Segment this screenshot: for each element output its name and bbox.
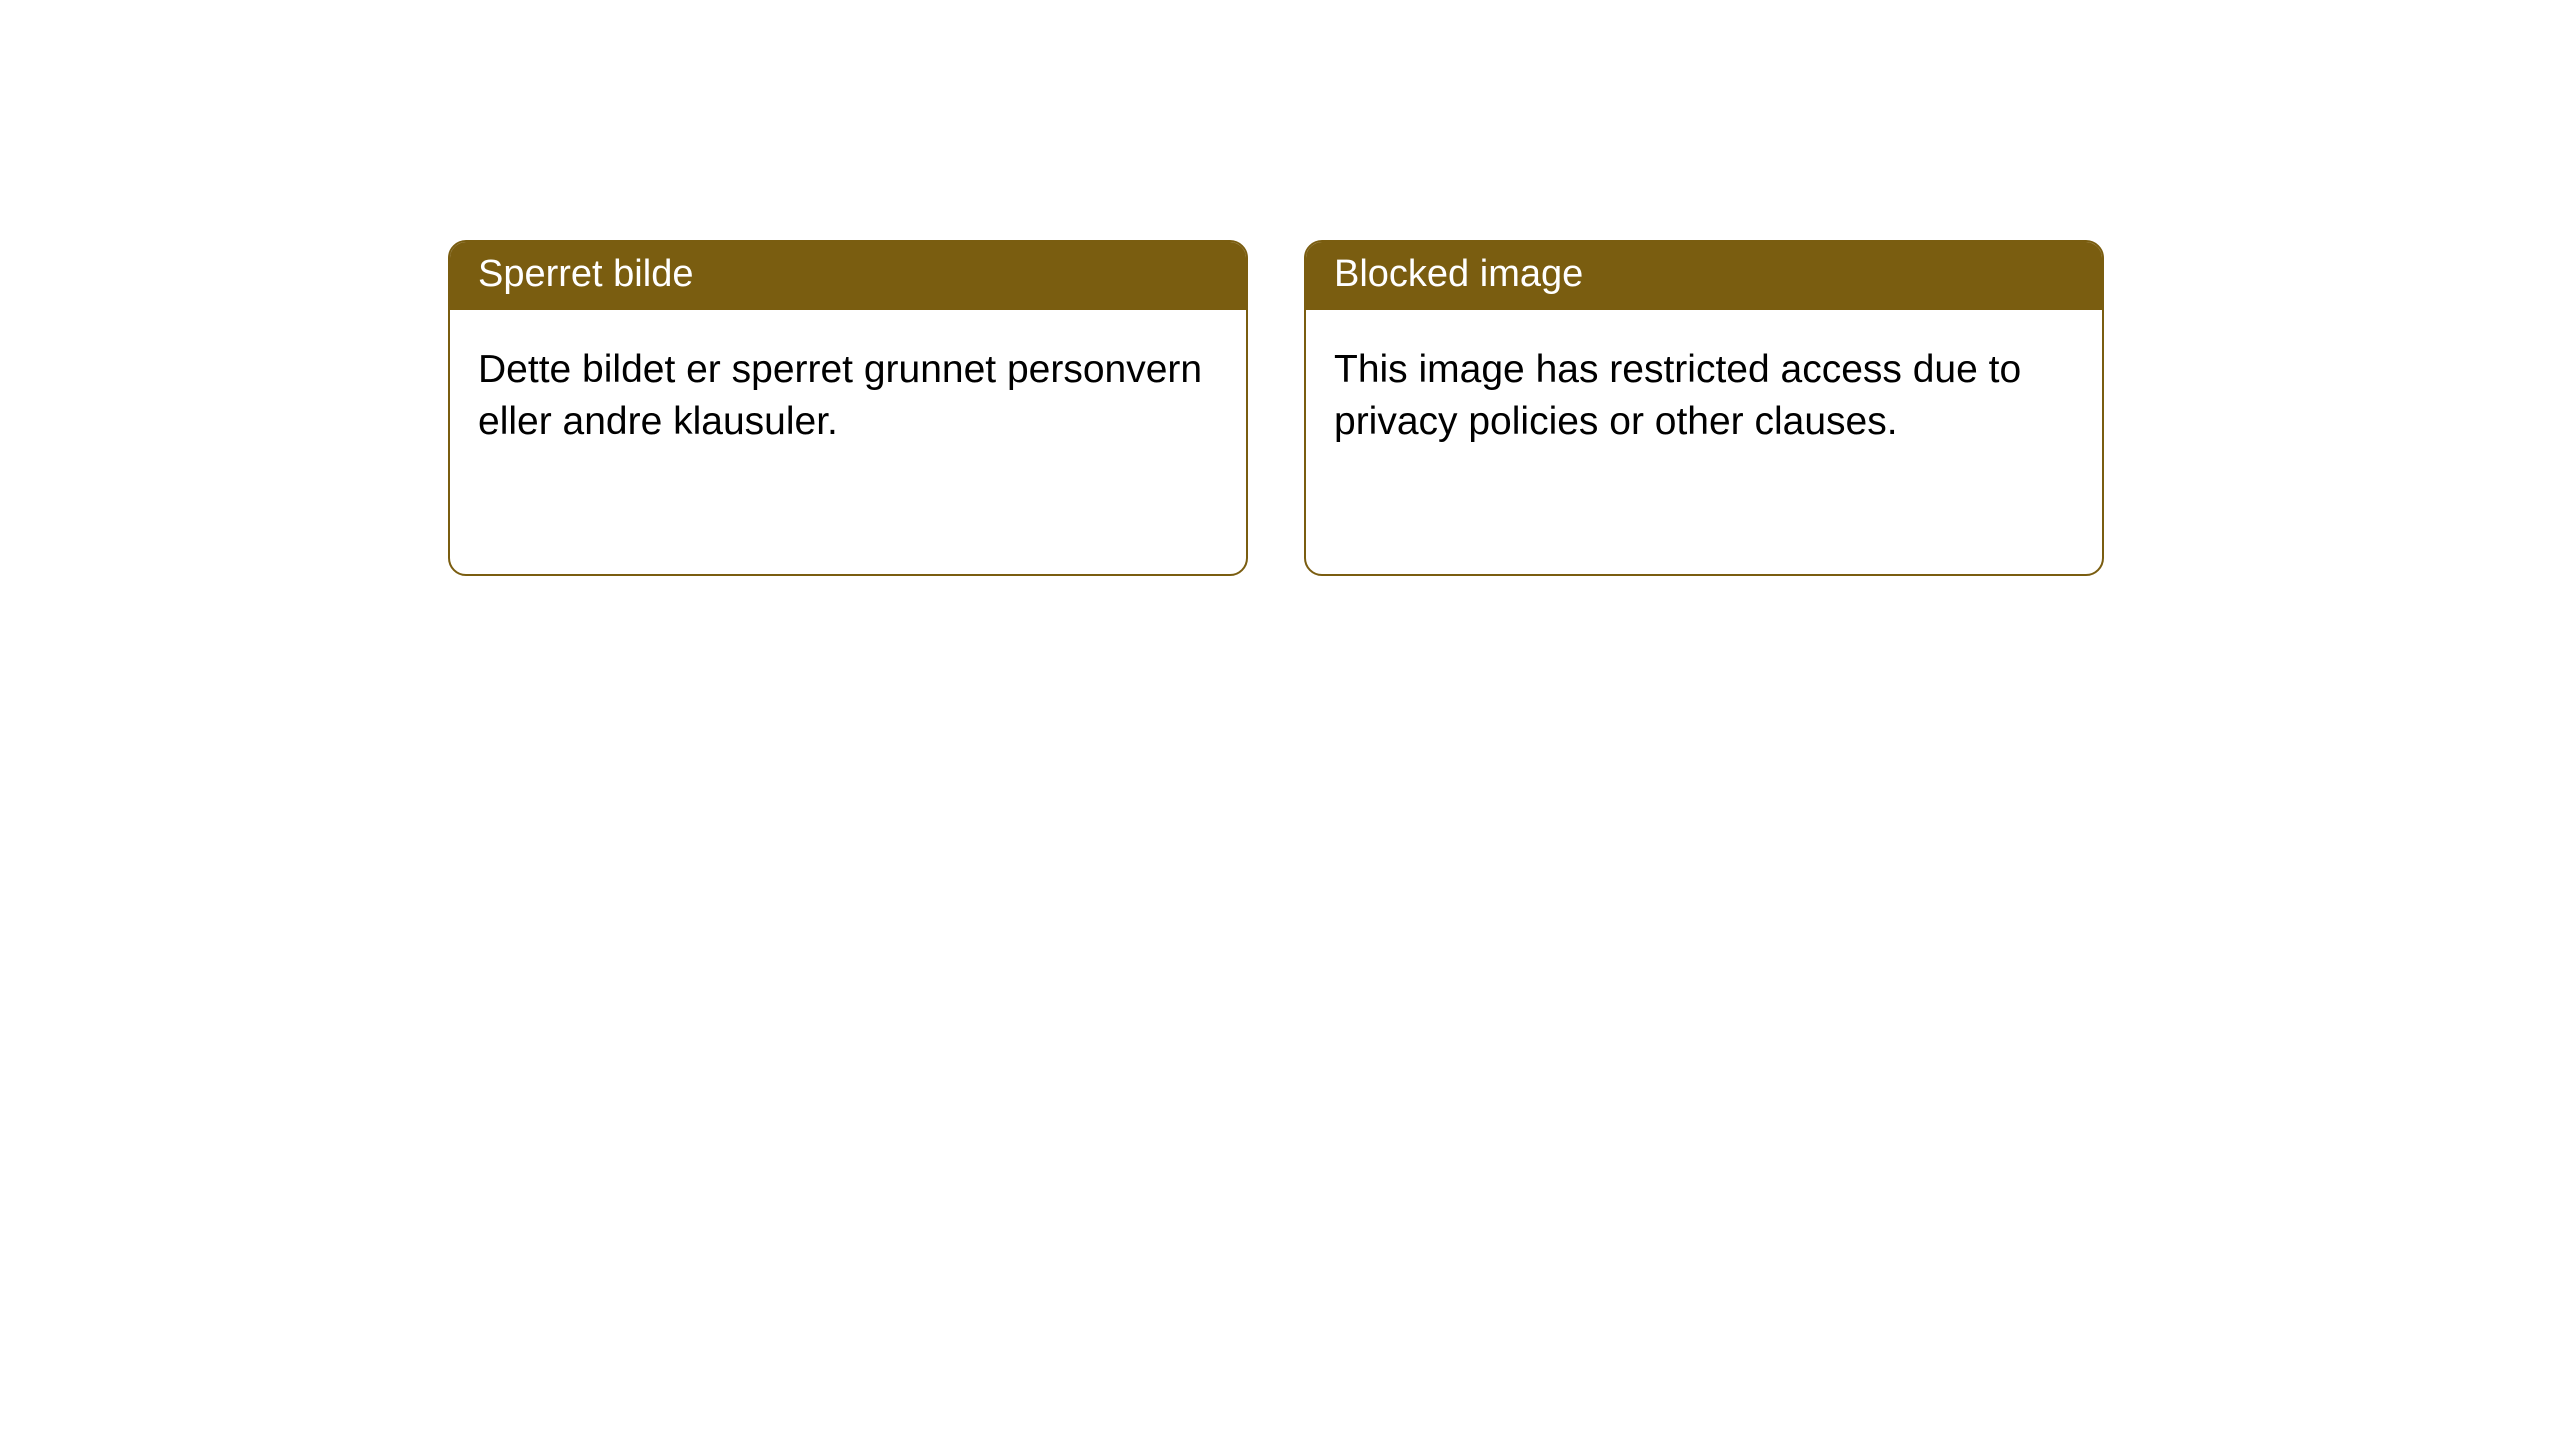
card-title: Sperret bilde — [450, 242, 1246, 310]
card-body-text: Dette bildet er sperret grunnet personve… — [450, 310, 1246, 483]
notice-card-norwegian: Sperret bilde Dette bildet er sperret gr… — [448, 240, 1248, 576]
notice-card-english: Blocked image This image has restricted … — [1304, 240, 2104, 576]
card-title: Blocked image — [1306, 242, 2102, 310]
notice-container: Sperret bilde Dette bildet er sperret gr… — [0, 0, 2560, 576]
card-body-text: This image has restricted access due to … — [1306, 310, 2102, 483]
